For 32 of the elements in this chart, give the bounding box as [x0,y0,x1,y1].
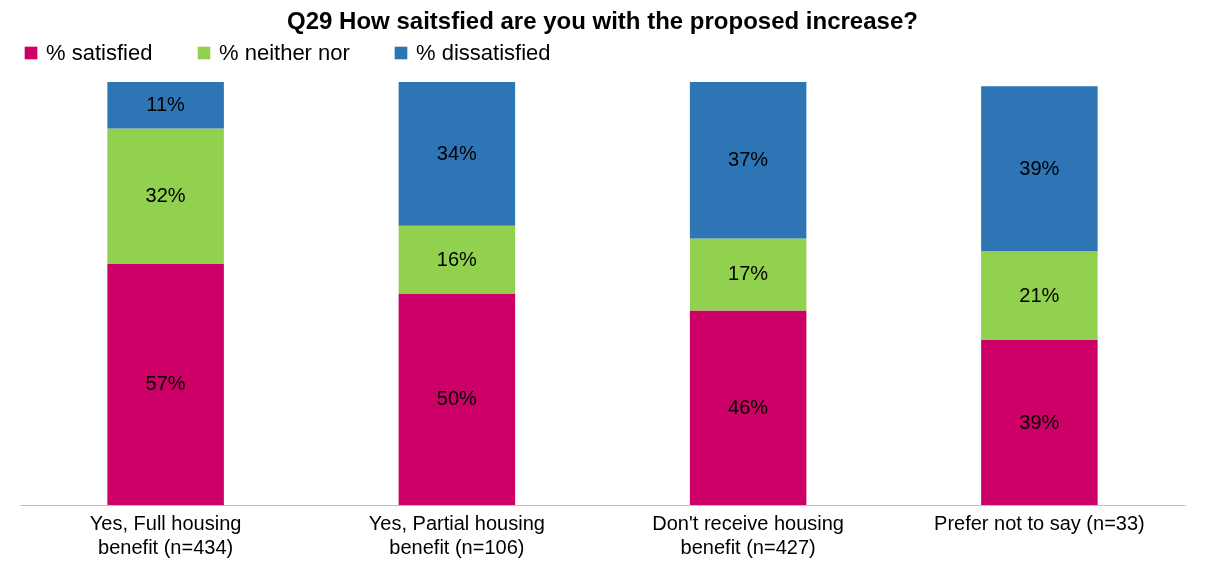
data-label: 16% [436,247,478,270]
bar [981,340,1098,505]
data-label: 32% [145,184,186,207]
bar [107,128,224,264]
data-label: 34% [436,141,478,164]
bar [107,82,224,129]
data-label: 57% [145,372,186,395]
bar [689,82,807,239]
x-tick-label: Prefer not to say (n=33) [934,511,1145,534]
data-label: 39% [1019,156,1060,179]
data-label: 39% [1019,410,1060,433]
bar [107,263,224,505]
bar [398,225,516,294]
bar [398,82,516,226]
data-label: 11% [146,93,186,116]
x-tick-label: Yes, Full housing benefit (n=434) [89,511,242,558]
bar [981,86,1098,252]
legend-label: % neither nor [219,40,350,65]
data-label: 17% [728,262,769,285]
data-label: 46% [728,395,769,418]
data-label: 37% [728,148,769,171]
x-tick-label: Don't receive housing benefit (n=427) [652,511,844,558]
bar [981,251,1098,341]
bar [689,238,807,311]
bar [398,293,516,505]
bar [689,310,807,505]
legend-label: % satisfied [46,40,153,65]
data-label: 50% [436,387,478,410]
legend-label: % dissatisfied [416,40,551,65]
chart-title: Q29 How saitsfied are you with the proposed increase? [287,7,918,34]
x-tick-label: Yes, Partial housing benefit (n=106) [368,511,545,558]
data-label: 21% [1019,283,1060,306]
